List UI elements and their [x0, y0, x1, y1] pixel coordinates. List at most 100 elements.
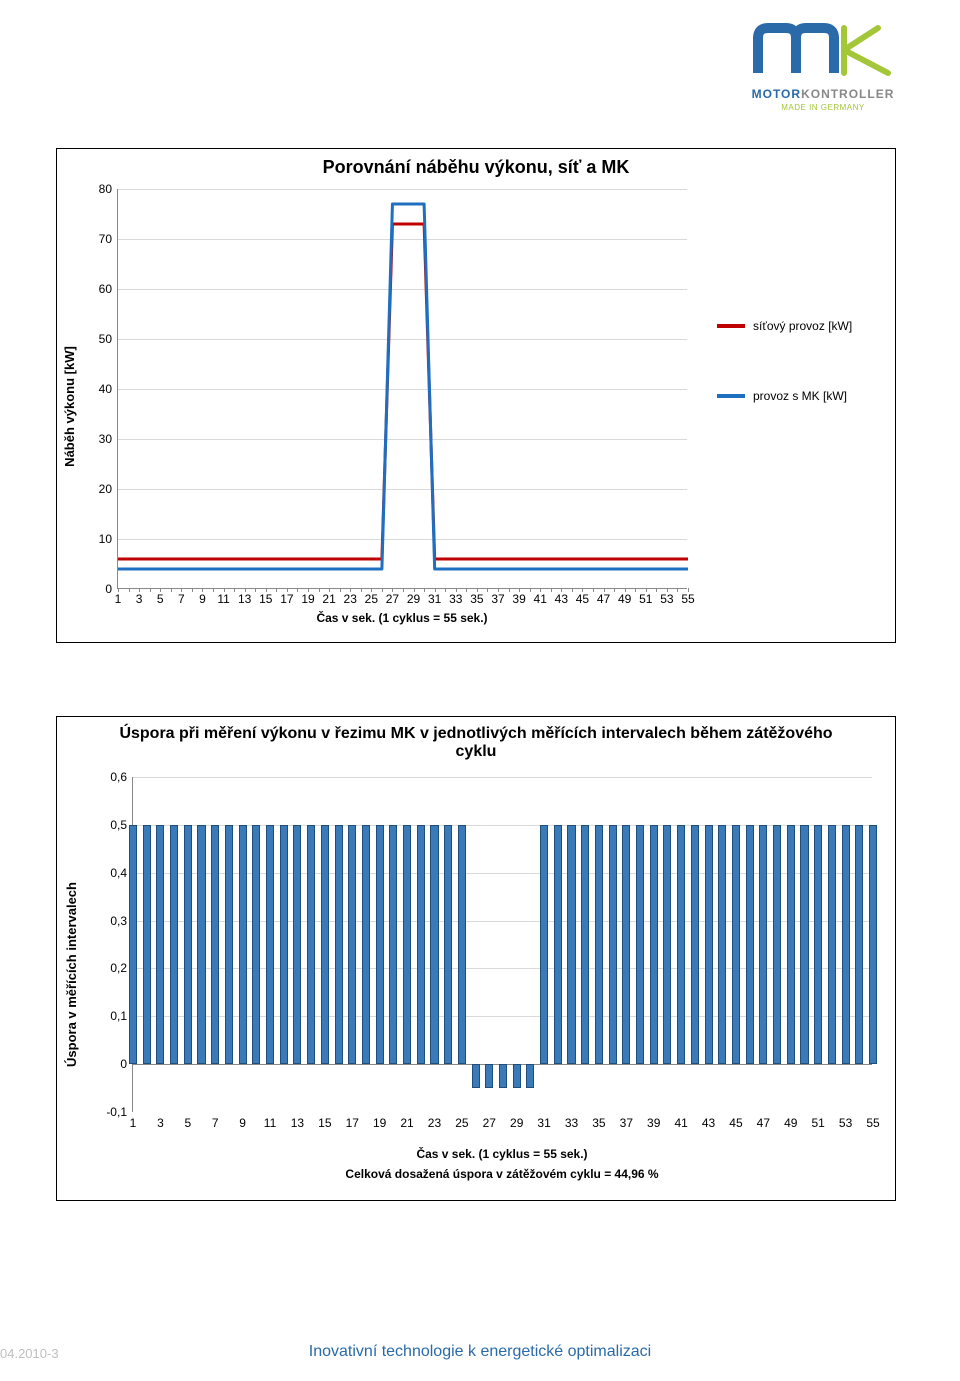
x-tick-label: 49	[618, 588, 631, 606]
bar	[376, 825, 384, 1064]
x-tick-label: 3	[157, 1112, 164, 1130]
x-tick-label: 35	[592, 1112, 605, 1130]
x-tick-label: 27	[483, 1112, 496, 1130]
x-tick-label: 47	[597, 588, 610, 606]
chart2-plot-area: -0,100,10,20,30,40,50,613579111315171921…	[132, 777, 872, 1112]
x-tick-label: 9	[199, 588, 206, 606]
bar	[787, 825, 795, 1064]
bar	[609, 825, 617, 1064]
chart-line-power: Porovnání náběhu výkonu, síť a MK Náběh …	[56, 148, 896, 643]
x-tick-label: 25	[455, 1112, 468, 1130]
x-tick-label: 15	[259, 588, 272, 606]
series-line	[118, 224, 688, 559]
x-tick-label: 43	[702, 1112, 715, 1130]
bar	[705, 825, 713, 1064]
footer-center: Inovativní technologie k energetické opt…	[0, 1343, 960, 1361]
x-tick-label: 33	[565, 1112, 578, 1130]
x-tick-label: 19	[301, 588, 314, 606]
x-tick-label: 11	[264, 1112, 276, 1130]
x-tick-label: 25	[365, 588, 378, 606]
x-tick-label: 55	[866, 1112, 879, 1130]
bar	[800, 825, 808, 1064]
bar	[540, 825, 548, 1064]
mk-logo-icon	[748, 18, 898, 78]
logo-subtext: MADE IN GERMANY	[748, 103, 898, 112]
legend-swatch	[717, 394, 745, 398]
bar	[143, 825, 151, 1064]
x-tick-label: 7	[212, 1112, 219, 1130]
bar	[485, 1064, 493, 1088]
bar	[129, 825, 137, 1064]
gridline	[133, 777, 872, 778]
x-tick-label: 17	[280, 588, 293, 606]
legend-item: provoz s MK [kW]	[717, 389, 847, 403]
x-tick-label: 21	[322, 588, 335, 606]
x-tick-label: 31	[428, 588, 441, 606]
bar	[746, 825, 754, 1064]
y-tick-label: 70	[99, 232, 118, 246]
bar	[280, 825, 288, 1064]
bar	[252, 825, 260, 1064]
x-tick-label: 41	[674, 1112, 687, 1130]
chart2-xlabel: Čas v sek. (1 cyklus = 55 sek.)	[132, 1147, 872, 1161]
bar	[581, 825, 589, 1064]
bar	[759, 825, 767, 1064]
x-tick-label: 53	[839, 1112, 852, 1130]
chart2-title: Úspora při měření výkonu v řezimu MK v j…	[57, 717, 895, 761]
x-tick-label: 23	[428, 1112, 441, 1130]
x-tick-label: 21	[400, 1112, 413, 1130]
bar	[348, 825, 356, 1064]
bar	[321, 825, 329, 1064]
bar	[663, 825, 671, 1064]
bar	[828, 825, 836, 1064]
bar	[211, 825, 219, 1064]
x-tick-label: 43	[555, 588, 568, 606]
y-tick-label: 60	[99, 282, 118, 296]
x-tick-label: 19	[373, 1112, 386, 1130]
x-tick-label: 47	[757, 1112, 770, 1130]
x-tick-label: 35	[470, 588, 483, 606]
bar	[650, 825, 658, 1064]
x-tick-label: 29	[407, 588, 420, 606]
series-line	[118, 204, 688, 569]
x-tick-label: 1	[115, 588, 122, 606]
x-tick-label: 23	[344, 588, 357, 606]
bar	[691, 825, 699, 1064]
x-tick-label: 41	[534, 588, 547, 606]
bar	[732, 825, 740, 1064]
chart1-plot-area: 0102030405060708013579111315171921232527…	[117, 189, 687, 589]
x-tick-label: 1	[130, 1112, 137, 1130]
y-tick-label: 80	[99, 182, 118, 196]
x-tick-label: 13	[291, 1112, 304, 1130]
bar	[773, 825, 781, 1064]
bar	[526, 1064, 534, 1088]
x-tick-label: 17	[346, 1112, 359, 1130]
x-tick-label: 7	[178, 588, 185, 606]
x-tick-label: 27	[386, 588, 399, 606]
x-tick-label: 11	[217, 588, 229, 606]
x-tick-label: 55	[681, 588, 694, 606]
y-tick-label: 10	[99, 532, 118, 546]
bar	[293, 825, 301, 1064]
legend-item: síťový provoz [kW]	[717, 319, 852, 333]
chart1-lines	[118, 189, 688, 589]
chart1-title: Porovnání náběhu výkonu, síť a MK	[57, 157, 895, 178]
x-tick-label: 33	[449, 588, 462, 606]
bar	[677, 825, 685, 1064]
bar	[156, 825, 164, 1064]
bar	[430, 825, 438, 1064]
bar	[855, 825, 863, 1064]
y-tick-label: 20	[99, 482, 118, 496]
bar	[842, 825, 850, 1064]
x-tick-label: 45	[576, 588, 589, 606]
bar	[444, 825, 452, 1064]
bar	[266, 825, 274, 1064]
logo-brand-text: MOTORKONTROLLER	[748, 87, 898, 101]
x-tick-label: 51	[639, 588, 652, 606]
x-tick-label: 13	[238, 588, 251, 606]
y-tick-label: 30	[99, 432, 118, 446]
legend-label: provoz s MK [kW]	[753, 389, 847, 403]
bar	[417, 825, 425, 1064]
bar	[197, 825, 205, 1064]
x-tick-label: 3	[136, 588, 143, 606]
